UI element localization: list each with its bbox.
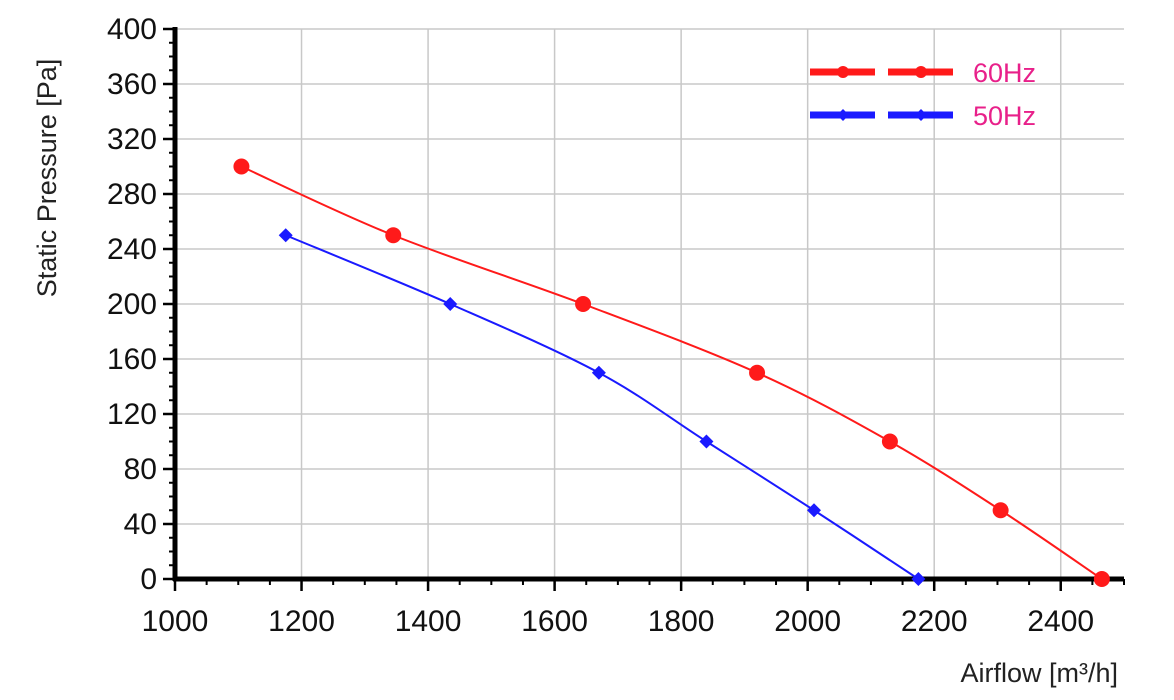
series-layer [233, 158, 1110, 587]
data-point-60hz [385, 227, 402, 244]
y-tick-label: 0 [140, 563, 157, 596]
y-tick-label: 200 [107, 288, 157, 321]
x-tick-label: 1800 [648, 605, 715, 638]
y-tick-label: 280 [107, 178, 157, 211]
legend-marker-60hz [915, 66, 927, 78]
y-axis-title: Static Pressure [Pa] [32, 59, 62, 298]
data-point-60hz [233, 158, 250, 175]
data-point-50hz [443, 297, 458, 311]
legend-label-50hz: 50Hz [973, 101, 1036, 131]
data-point-60hz [749, 364, 766, 381]
data-point-60hz [1093, 571, 1110, 587]
y-tick-label: 240 [107, 233, 157, 266]
series-line-50hz [285, 234, 919, 580]
legend: 60Hz 50Hz [810, 58, 1036, 131]
legend-label-60hz: 60Hz [973, 58, 1036, 88]
y-tick-label: 400 [107, 13, 157, 46]
x-tick-label: 2200 [901, 605, 968, 638]
x-tick-label: 1400 [395, 605, 462, 638]
legend-marker-60hz [837, 66, 849, 78]
y-axis-ticks: 0 40 80 120 160 200 240 280 320 360 400 [107, 13, 175, 596]
x-tick-label: 1000 [142, 605, 209, 638]
data-point-50hz [806, 503, 821, 518]
grid [175, 28, 1124, 579]
x-axis-title: Airflow [m³/h] [960, 658, 1118, 688]
legend-item-50hz: 50Hz [810, 101, 1036, 131]
x-tick-label: 1600 [521, 605, 588, 638]
data-point-60hz [992, 502, 1009, 519]
x-tick-label: 2400 [1027, 605, 1094, 638]
data-point-60hz [881, 433, 898, 450]
legend-item-60hz: 60Hz [810, 58, 1036, 88]
y-tick-label: 120 [107, 398, 157, 431]
data-point-50hz [911, 572, 926, 586]
x-tick-label: 2000 [774, 605, 841, 638]
y-tick-label: 360 [107, 68, 157, 101]
data-point-60hz [575, 296, 592, 312]
legend-marker-50hz [837, 109, 849, 121]
data-point-50hz [591, 365, 606, 380]
x-tick-label: 1200 [268, 605, 335, 638]
y-tick-label: 320 [107, 123, 157, 156]
series-50hz [278, 228, 926, 586]
y-tick-label: 40 [124, 508, 157, 541]
x-axis-ticks: 1000 1200 1400 1600 1800 2000 2200 2400 [142, 579, 1094, 638]
series-60hz [233, 158, 1110, 587]
y-tick-label: 80 [124, 453, 157, 486]
series-line-60hz [241, 165, 1103, 580]
data-point-50hz [699, 434, 714, 449]
y-tick-label: 160 [107, 343, 157, 376]
data-point-50hz [278, 228, 293, 243]
legend-marker-50hz [915, 109, 927, 121]
